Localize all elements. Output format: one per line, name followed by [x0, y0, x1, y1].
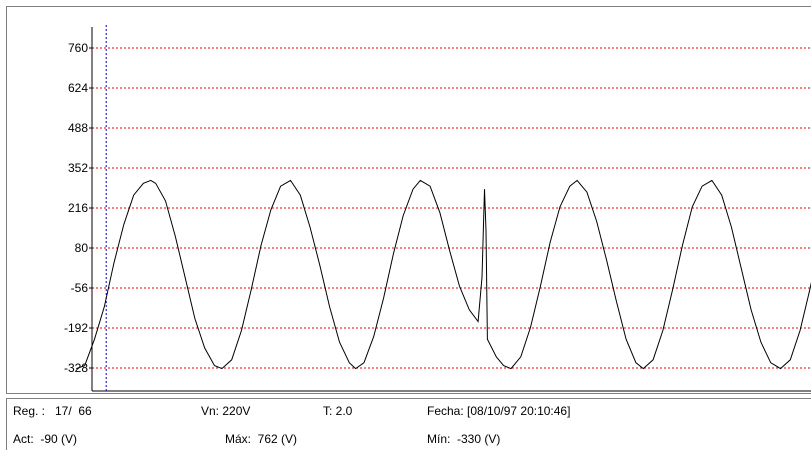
- y-tick-label-3: 352: [68, 161, 88, 175]
- y-tick-label-1: 624: [68, 81, 88, 95]
- nominal-voltage: Vn: 220V: [201, 404, 251, 418]
- y-tick-label-0: 760: [68, 41, 88, 55]
- time-scale: T: 2.0: [323, 404, 353, 418]
- plot-area[interactable]: 760 624 488 352 216 80 -56 -192 -328: [6, 6, 811, 394]
- gridlines: [92, 47, 811, 369]
- record-date: Fecha: [08/10/97 20:10:46]: [427, 404, 571, 418]
- y-tick-label-6: -56: [71, 281, 89, 295]
- min-value: Mín: -330 (V): [427, 432, 501, 446]
- y-tick-label-2: 488: [68, 121, 88, 135]
- current-value: Act: -90 (V): [13, 432, 78, 446]
- voltage-waveform-line: [76, 179, 811, 370]
- waveform-chart: 760 624 488 352 216 80 -56 -192 -328: [64, 25, 811, 392]
- y-axis-ticks: 760 624 488 352 216 80 -56 -192 -328: [64, 41, 92, 375]
- record-counter: 17/ 66: [55, 404, 92, 418]
- max-value: Máx: 762 (V): [225, 432, 298, 446]
- y-tick-label-4: 216: [68, 201, 88, 215]
- record-label: Reg. :: [13, 404, 46, 418]
- y-tick-label-8: -328: [64, 361, 88, 375]
- y-tick-label-5: 80: [75, 241, 89, 255]
- y-tick-label-7: -192: [64, 321, 88, 335]
- status-bar: Reg. : 17/ 66 Vn: 220V T: 2.0 Fecha: [08…: [6, 398, 811, 450]
